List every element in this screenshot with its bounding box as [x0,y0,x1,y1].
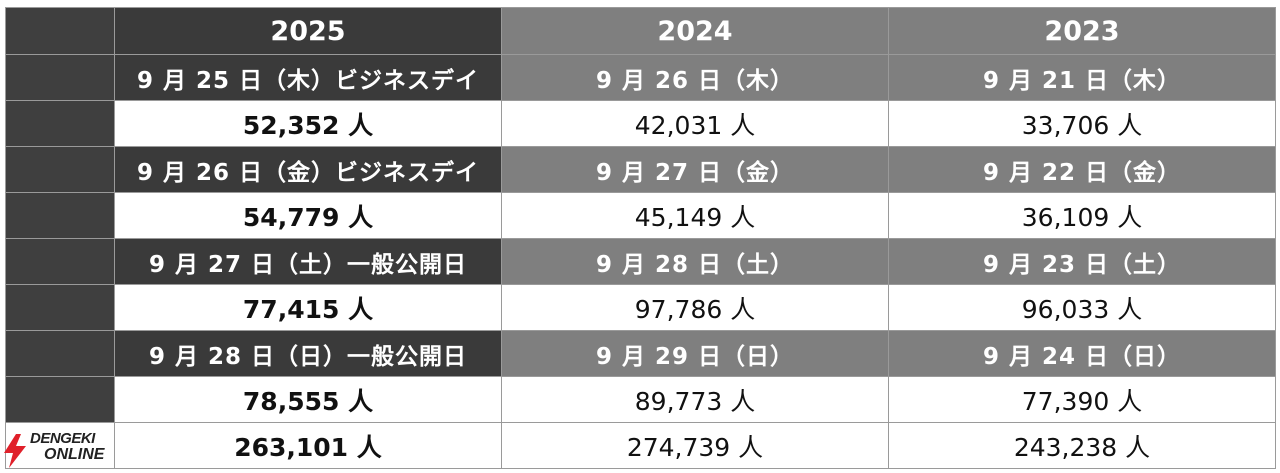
date-cell: 9 月 29 日（日） [501,330,889,377]
watermark-line2: ONLINE [44,446,105,463]
year-header-2025: 2025 [114,7,502,55]
attendance-value: 78,555 人 [114,376,502,423]
watermark-line1: DENGEKI [30,430,95,447]
dengeki-online-watermark: DENGEKI ONLINE [0,428,130,473]
value-row: 77,415 人 97,786 人 96,033 人 [5,284,1276,331]
total-label-cell [5,422,115,469]
date-row: 9 月 26 日（金）ビジネスデイ 9 月 27 日（金） 9 月 22 日（金… [5,146,1276,193]
year-header-row: 2025 2024 2023 [5,7,1276,55]
attendance-value: 97,786 人 [501,284,889,331]
date-cell: 9 月 27 日（土）一般公開日 [114,238,502,285]
attendance-value: 89,773 人 [501,376,889,423]
attendance-value: 77,415 人 [114,284,502,331]
attendance-value: 52,352 人 [114,100,502,147]
value-row: 78,555 人 89,773 人 77,390 人 [5,376,1276,423]
side-cell [5,54,115,101]
side-cell [5,192,115,239]
value-row: 52,352 人 42,031 人 33,706 人 [5,100,1276,147]
lightning-bolt-icon [4,434,26,468]
attendance-value: 54,779 人 [114,192,502,239]
attendance-value: 42,031 人 [501,100,889,147]
date-cell: 9 月 26 日（金）ビジネスデイ [114,146,502,193]
side-cell [5,146,115,193]
total-value: 243,238 人 [888,422,1276,469]
attendance-value: 33,706 人 [888,100,1276,147]
attendance-value: 77,390 人 [888,376,1276,423]
attendance-value: 96,033 人 [888,284,1276,331]
side-cell [5,376,115,423]
date-cell: 9 月 24 日（日） [888,330,1276,377]
date-cell: 9 月 23 日（土） [888,238,1276,285]
attendance-value: 36,109 人 [888,192,1276,239]
value-row: 54,779 人 45,149 人 36,109 人 [5,192,1276,239]
date-row: 9 月 28 日（日）一般公開日 9 月 29 日（日） 9 月 24 日（日） [5,330,1276,377]
date-row: 9 月 27 日（土）一般公開日 9 月 28 日（土） 9 月 23 日（土） [5,238,1276,285]
attendance-table: 2025 2024 2023 9 月 25 日（木）ビジネスデイ 9 月 26 … [5,7,1276,469]
side-cell [5,238,115,285]
total-row: 263,101 人 274,739 人 243,238 人 [5,422,1276,469]
total-value: 263,101 人 [114,422,502,469]
date-cell: 9 月 28 日（日）一般公開日 [114,330,502,377]
year-header-2023: 2023 [888,7,1276,55]
year-header-2024: 2024 [501,7,889,55]
date-cell: 9 月 26 日（木） [501,54,889,101]
total-value: 274,739 人 [501,422,889,469]
date-row: 9 月 25 日（木）ビジネスデイ 9 月 26 日（木） 9 月 21 日（木… [5,54,1276,101]
side-cell [5,284,115,331]
attendance-value: 45,149 人 [501,192,889,239]
date-cell: 9 月 25 日（木）ビジネスデイ [114,54,502,101]
side-cell [5,100,115,147]
date-cell: 9 月 22 日（金） [888,146,1276,193]
corner-cell [5,7,115,55]
date-cell: 9 月 28 日（土） [501,238,889,285]
date-cell: 9 月 27 日（金） [501,146,889,193]
side-cell [5,330,115,377]
date-cell: 9 月 21 日（木） [888,54,1276,101]
